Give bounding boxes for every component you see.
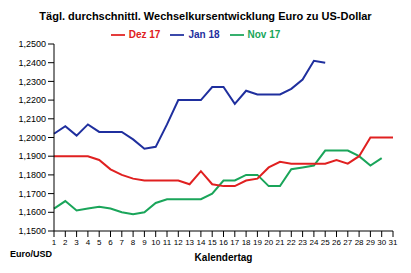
svg-text:16: 16 — [219, 238, 228, 247]
svg-text:1,1500: 1,1500 — [18, 226, 46, 236]
svg-text:Kalendertag: Kalendertag — [195, 252, 253, 263]
svg-text:1,2300: 1,2300 — [18, 77, 46, 87]
svg-text:1,1700: 1,1700 — [18, 189, 46, 199]
html-text:Euro/USD: Euro/USD — [10, 249, 52, 259]
svg-text:25: 25 — [321, 238, 330, 247]
svg-text:17: 17 — [230, 238, 239, 247]
svg-text:3: 3 — [74, 238, 79, 247]
svg-text:29: 29 — [366, 238, 375, 247]
svg-text:9: 9 — [142, 238, 147, 247]
svg-text:30: 30 — [377, 238, 386, 247]
svg-text:8: 8 — [131, 238, 136, 247]
svg-text:2: 2 — [63, 238, 68, 247]
svg-text:28: 28 — [355, 238, 364, 247]
svg-text:1,1900: 1,1900 — [18, 151, 46, 161]
html-text:Tägl. durchschnittl. Wechselku: Tägl. durchschnittl. Wechselkursentwickl… — [39, 10, 372, 22]
svg-text:31: 31 — [389, 238, 398, 247]
html-text:Nov 17: Nov 17 — [247, 28, 281, 40]
svg-text:1,2100: 1,2100 — [18, 114, 46, 124]
html-text:Dez 17: Dez 17 — [128, 28, 161, 40]
svg-text:7: 7 — [120, 238, 125, 247]
svg-text:1: 1 — [52, 238, 57, 247]
svg-text:14: 14 — [196, 238, 205, 247]
svg-text:23: 23 — [298, 238, 307, 247]
svg-text:1,2400: 1,2400 — [18, 58, 46, 68]
svg-text:13: 13 — [185, 238, 194, 247]
svg-text:5: 5 — [97, 238, 102, 247]
svg-text:27: 27 — [343, 238, 352, 247]
svg-text:21: 21 — [276, 238, 285, 247]
svg-text:10: 10 — [151, 238, 160, 247]
svg-text:1,1800: 1,1800 — [18, 170, 46, 180]
svg-text:26: 26 — [332, 238, 341, 247]
svg-text:22: 22 — [287, 238, 296, 247]
svg-text:1,2000: 1,2000 — [18, 133, 46, 143]
svg-text:24: 24 — [309, 238, 318, 247]
svg-text:4: 4 — [86, 238, 91, 247]
svg-text:18: 18 — [242, 238, 251, 247]
svg-text:1,2200: 1,2200 — [18, 95, 46, 105]
svg-text:1,2500: 1,2500 — [18, 39, 46, 49]
svg-text:20: 20 — [264, 238, 273, 247]
svg-text:11: 11 — [163, 238, 172, 247]
svg-text:19: 19 — [253, 238, 262, 247]
svg-text:15: 15 — [208, 238, 217, 247]
svg-text:1,1600: 1,1600 — [18, 207, 46, 217]
svg-text:6: 6 — [108, 238, 113, 247]
html-text:Jan 18: Jan 18 — [188, 28, 220, 40]
svg-text:12: 12 — [174, 238, 183, 247]
